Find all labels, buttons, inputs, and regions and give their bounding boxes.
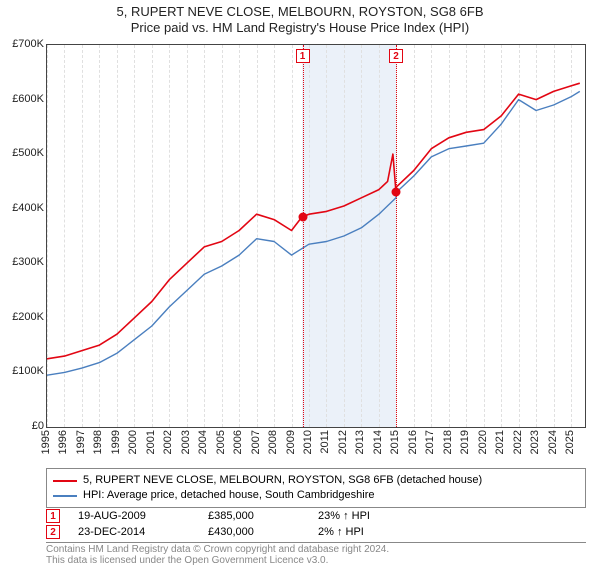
sale-hpi-delta: 23% ↑ HPI [318, 510, 438, 522]
chart-marker-box: 2 [389, 49, 403, 63]
x-tick-label: 2000 [127, 430, 139, 454]
footer-line: This data is licensed under the Open Gov… [46, 555, 586, 566]
y-tick-label: £200K [12, 311, 44, 323]
x-tick-label: 2001 [145, 430, 157, 454]
x-tick-label: 2014 [372, 430, 384, 454]
y-tick-label: £0 [32, 420, 44, 432]
x-tick-label: 1996 [57, 430, 69, 454]
x-tick-label: 2002 [162, 430, 174, 454]
y-tick-label: £500K [12, 147, 44, 159]
x-tick-label: 2010 [302, 430, 314, 454]
x-tick-label: 2006 [232, 430, 244, 454]
legend-label: 5, RUPERT NEVE CLOSE, MELBOURN, ROYSTON,… [83, 473, 482, 488]
title-address: 5, RUPERT NEVE CLOSE, MELBOURN, ROYSTON,… [0, 4, 600, 19]
x-tick-label: 2024 [547, 430, 559, 454]
title-subtitle: Price paid vs. HM Land Registry's House … [0, 20, 600, 35]
y-tick-label: £300K [12, 256, 44, 268]
y-tick-label: £700K [12, 38, 44, 50]
sale-hpi-delta: 2% ↑ HPI [318, 526, 438, 538]
sale-date: 23-DEC-2014 [78, 526, 208, 538]
footer-line: Contains HM Land Registry data © Crown c… [46, 544, 586, 555]
x-tick-label: 2004 [197, 430, 209, 454]
table-row: 2 23-DEC-2014 £430,000 2% ↑ HPI [46, 524, 586, 540]
legend-label: HPI: Average price, detached house, Sout… [83, 488, 374, 503]
x-tick-label: 2018 [442, 430, 454, 454]
sale-date: 19-AUG-2009 [78, 510, 208, 522]
x-tick-label: 2021 [494, 430, 506, 454]
sale-price: £385,000 [208, 510, 318, 522]
legend-item: 5, RUPERT NEVE CLOSE, MELBOURN, ROYSTON,… [53, 473, 579, 488]
x-tick-label: 2015 [389, 430, 401, 454]
x-tick-label: 1995 [40, 430, 52, 454]
x-tick-label: 2020 [477, 430, 489, 454]
x-tick-label: 2009 [285, 430, 297, 454]
x-tick-label: 2007 [250, 430, 262, 454]
x-tick-label: 1998 [92, 430, 104, 454]
x-tick-label: 2003 [180, 430, 192, 454]
legend-swatch [53, 480, 77, 482]
legend: 5, RUPERT NEVE CLOSE, MELBOURN, ROYSTON,… [46, 468, 586, 508]
footer-attribution: Contains HM Land Registry data © Crown c… [46, 542, 586, 566]
table-row: 1 19-AUG-2009 £385,000 23% ↑ HPI [46, 508, 586, 524]
x-tick-label: 1999 [110, 430, 122, 454]
x-tick-label: 1997 [75, 430, 87, 454]
x-tick-label: 2008 [267, 430, 279, 454]
x-tick-label: 2011 [319, 430, 331, 454]
x-tick-label: 2005 [215, 430, 227, 454]
y-tick-label: £600K [12, 93, 44, 105]
x-tick-label: 2019 [459, 430, 471, 454]
sales-table: 1 19-AUG-2009 £385,000 23% ↑ HPI 2 23-DE… [46, 508, 586, 540]
x-tick-label: 2016 [407, 430, 419, 454]
legend-swatch [53, 495, 77, 497]
legend-item: HPI: Average price, detached house, Sout… [53, 488, 579, 503]
x-tick-label: 2025 [564, 430, 576, 454]
y-tick-label: £100K [12, 365, 44, 377]
x-tick-label: 2012 [337, 430, 349, 454]
x-tick-label: 2017 [424, 430, 436, 454]
sale-price: £430,000 [208, 526, 318, 538]
sale-marker-icon: 1 [46, 509, 60, 523]
chart-container: 5, RUPERT NEVE CLOSE, MELBOURN, ROYSTON,… [0, 0, 600, 560]
y-tick-label: £400K [12, 202, 44, 214]
chart-plot-area: 12 [46, 44, 586, 428]
sale-marker-icon: 2 [46, 525, 60, 539]
title-block: 5, RUPERT NEVE CLOSE, MELBOURN, ROYSTON,… [0, 0, 600, 35]
x-tick-label: 2023 [529, 430, 541, 454]
chart-marker-box: 1 [296, 49, 310, 63]
x-tick-label: 2013 [354, 430, 366, 454]
x-tick-label: 2022 [512, 430, 524, 454]
